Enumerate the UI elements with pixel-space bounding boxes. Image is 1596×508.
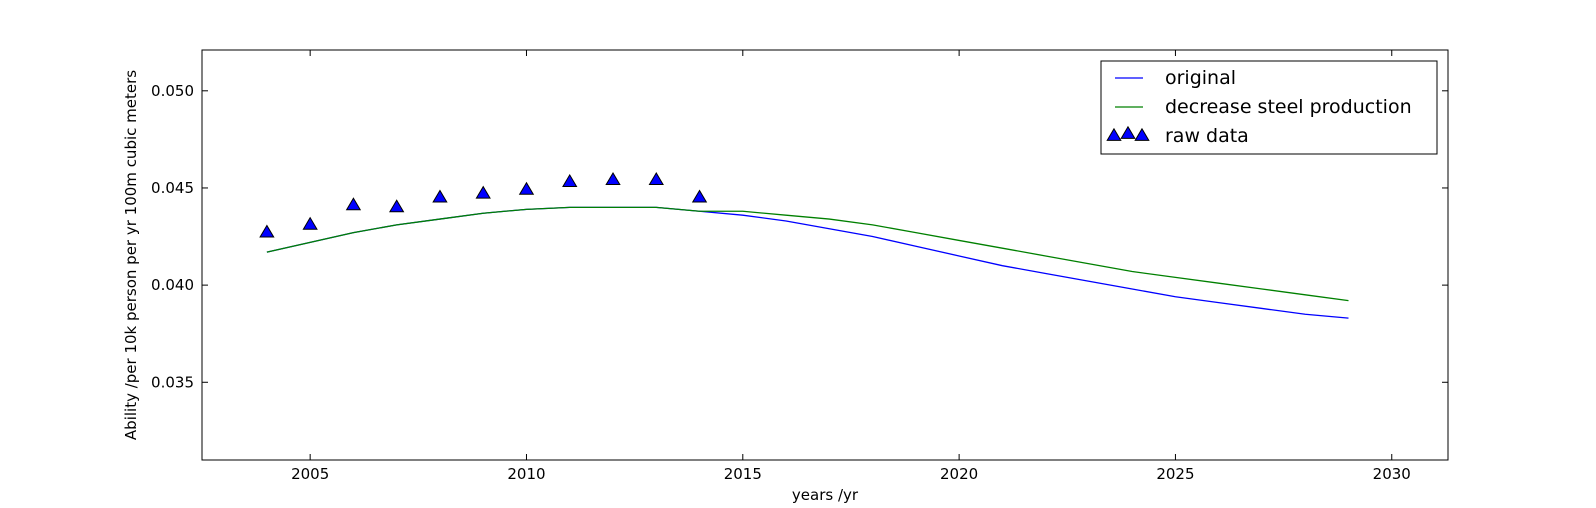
data-point-raw-data <box>389 199 405 213</box>
data-point-raw-data <box>518 181 535 195</box>
data-point-raw-data <box>432 189 448 203</box>
data-point-raw-data <box>691 189 708 203</box>
legend-label-decrease-steel-production: decrease steel production <box>1165 96 1412 118</box>
data-point-raw-data <box>562 173 578 187</box>
legend-box <box>1100 60 1438 155</box>
legend-marker-raw-data <box>1106 127 1122 141</box>
x-axis-label: years /yr <box>792 486 859 504</box>
data-point-raw-data <box>259 224 275 238</box>
legend-label-original: original <box>1165 67 1236 89</box>
data-point-raw-data <box>302 216 318 230</box>
x-tick-label: 2030 <box>1373 465 1411 483</box>
legend-label-raw-data: raw data <box>1165 125 1249 147</box>
y-tick-label: 0.040 <box>151 276 194 294</box>
axis-ticks: 2005 2010 2015 2020 2025 2030 0.035 0.040 0.045 0… <box>151 50 1448 483</box>
data-point-raw-data <box>345 197 362 211</box>
x-tick-label: 2025 <box>1156 465 1194 483</box>
legend-marker-raw-data <box>1120 125 1136 139</box>
y-tick-label: 0.035 <box>151 373 194 391</box>
data-point-raw-data <box>648 172 664 186</box>
chart-marks <box>259 172 1349 319</box>
legend-marker-raw-data <box>1134 127 1150 141</box>
series-line-original <box>266 206 1349 319</box>
data-point-raw-data <box>475 185 491 199</box>
x-tick-label: 2005 <box>291 465 329 483</box>
y-tick-label: 0.045 <box>151 179 194 197</box>
series-line-decrease-steel-production <box>266 206 1349 302</box>
legend: original decrease steel production raw d… <box>1100 60 1438 155</box>
data-point-raw-data <box>605 172 621 186</box>
x-tick-label: 2020 <box>940 465 978 483</box>
plot-frame <box>201 49 1449 461</box>
legend-markers-raw-data <box>1106 125 1150 141</box>
x-tick-label: 2015 <box>724 465 762 483</box>
x-tick-label: 2010 <box>507 465 545 483</box>
y-tick-label: 0.050 <box>151 82 194 100</box>
y-axis-label: Ability /per 10k person per yr 100m cubi… <box>122 70 140 440</box>
